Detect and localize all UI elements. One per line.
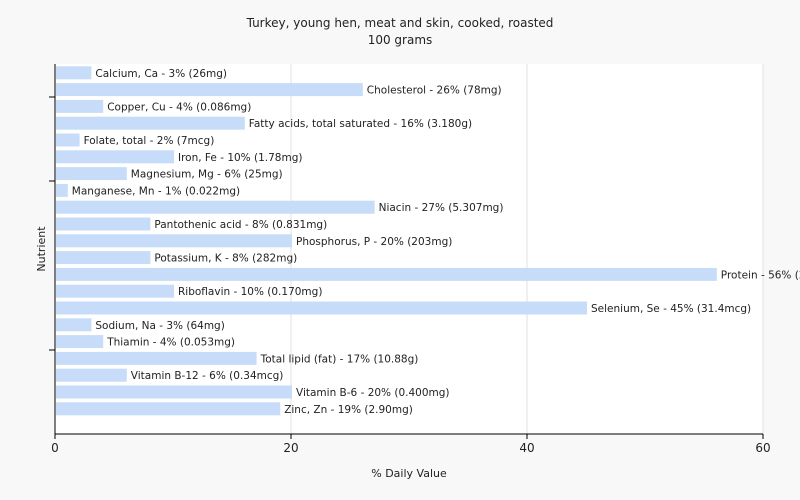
bar-label: Magnesium, Mg - 6% (25mg) [131, 169, 283, 181]
bar-label: Sodium, Na - 3% (64mg) [95, 320, 224, 332]
bar-label: Thiamin - 4% (0.053mg) [106, 337, 235, 349]
bar-label: Niacin - 27% (5.307mg) [379, 202, 504, 214]
bar [56, 368, 127, 382]
bar-label: Potassium, K - 8% (282mg) [154, 253, 297, 265]
bar [56, 217, 151, 231]
bar [56, 335, 104, 349]
bar-label: Calcium, Ca - 3% (26mg) [95, 68, 227, 80]
bar-label: Protein - 56% (28.09g) [721, 269, 800, 281]
x-tick-label: 60 [755, 441, 770, 455]
x-axis-label: % Daily Value [371, 467, 447, 480]
bar [56, 402, 281, 416]
bar-label: Total lipid (fat) - 17% (10.88g) [260, 353, 419, 365]
bar-label: Cholesterol - 26% (78mg) [367, 85, 502, 97]
bar-label: Phosphorus, P - 20% (203mg) [296, 236, 452, 248]
bar [56, 284, 174, 298]
bar-label: Manganese, Mn - 1% (0.022mg) [72, 185, 240, 197]
bar-label: Folate, total - 2% (7mcg) [84, 135, 215, 147]
bar [56, 251, 151, 265]
bar [56, 150, 174, 164]
bar-label: Copper, Cu - 4% (0.086mg) [107, 101, 251, 113]
bar-label: Vitamin B-6 - 20% (0.400mg) [296, 387, 450, 399]
bar-label: Zinc, Zn - 19% (2.90mg) [284, 404, 413, 416]
bar-label: Fatty acids, total saturated - 16% (3.18… [249, 118, 472, 130]
bar [56, 351, 257, 365]
bar [56, 301, 587, 315]
bar [56, 318, 92, 332]
bar-label: Selenium, Se - 45% (31.4mcg) [591, 303, 751, 315]
bar [56, 116, 245, 130]
bar [56, 66, 92, 80]
chart-title: Turkey, young hen, meat and skin, cooked… [246, 16, 554, 30]
x-tick-label: 0 [51, 441, 59, 455]
bar [56, 200, 375, 214]
bar-label: Pantothenic acid - 8% (0.831mg) [154, 219, 327, 231]
bar [56, 267, 717, 281]
bar [56, 234, 292, 248]
grid-lines [290, 64, 764, 434]
x-tick-label: 20 [283, 441, 298, 455]
chart-subtitle: 100 grams [368, 33, 433, 47]
bar [56, 385, 292, 399]
bar [56, 99, 104, 113]
bar [56, 167, 127, 181]
bar [56, 83, 363, 97]
bars-group: Calcium, Ca - 3% (26mg) Cholesterol - 26%… [56, 66, 800, 416]
bar-label: Iron, Fe - 10% (1.78mg) [178, 152, 302, 164]
x-tick-label: 40 [519, 441, 534, 455]
bar-label: Vitamin B-12 - 6% (0.34mcg) [131, 370, 284, 382]
bar [56, 183, 68, 197]
y-axis-label: Nutrient [35, 226, 48, 272]
axes-group: 0 20 40 60 [49, 64, 771, 455]
bar [56, 133, 80, 147]
bar-label: Riboflavin - 10% (0.170mg) [178, 286, 322, 298]
